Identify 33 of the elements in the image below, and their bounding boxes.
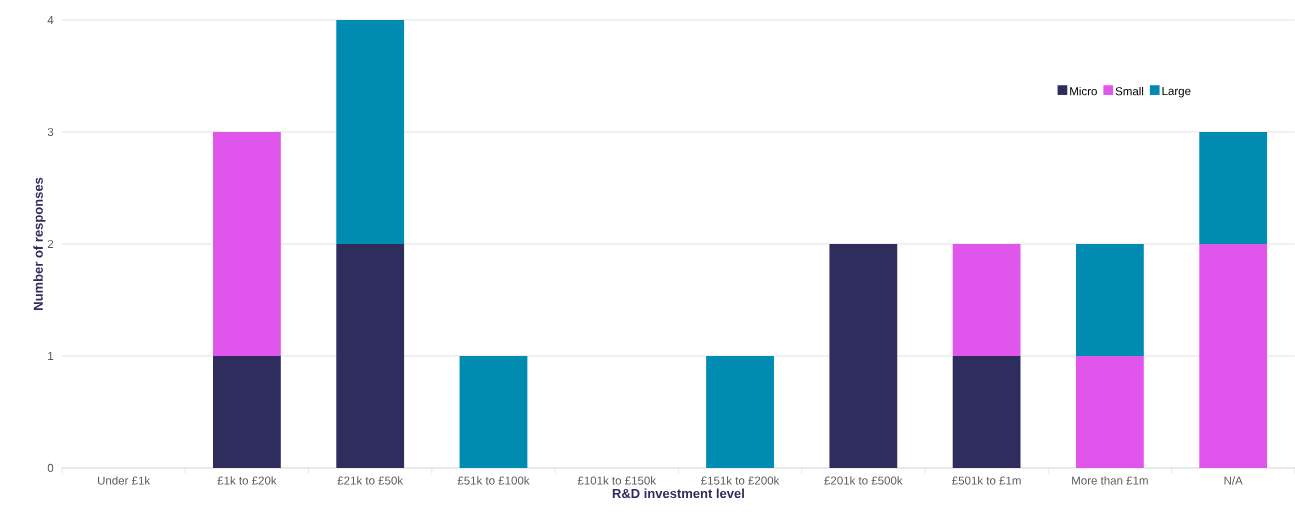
x-tick-label: N/A (1224, 476, 1243, 485)
legend-label: Small (1115, 86, 1144, 96)
bar (459, 355, 528, 468)
bar (706, 355, 774, 468)
x-tick-label: Under £1k (98, 476, 151, 485)
bar (1075, 355, 1144, 468)
x-tick-label: £151k to £200k (701, 476, 780, 485)
bar (952, 355, 1021, 468)
y-axis-title: Number of responses (33, 177, 46, 310)
x-tick-label: £201k to £500k (824, 476, 903, 485)
y-tick-label: 1 (48, 352, 54, 360)
bar (213, 355, 281, 468)
y-tick-label: 2 (47, 239, 54, 249)
y-tick-label: 4 (47, 16, 54, 24)
y-tick-label: 3 (47, 127, 54, 137)
bar (336, 243, 405, 468)
bar (213, 132, 281, 356)
x-tick-label: £51k to £100k (457, 476, 530, 485)
legend-label: Large (1162, 87, 1191, 98)
bar (336, 20, 405, 244)
bar (1075, 243, 1144, 356)
x-axis-title: R&D investment level (612, 488, 744, 499)
x-tick-label: £501k to £1m (952, 476, 1021, 485)
y-tick-label: 0 (47, 463, 54, 473)
bar (1199, 243, 1268, 468)
x-tick-label: £21k to £50k (337, 476, 404, 485)
legend-label: Micro (1070, 86, 1097, 96)
x-tick-label: £1k to £20k (217, 476, 277, 485)
bar (952, 243, 1021, 356)
x-tick-label: More than £1m (1072, 476, 1148, 485)
bar (829, 243, 898, 468)
bar (1199, 132, 1268, 244)
x-tick-label: £101k to £150k (577, 476, 657, 485)
